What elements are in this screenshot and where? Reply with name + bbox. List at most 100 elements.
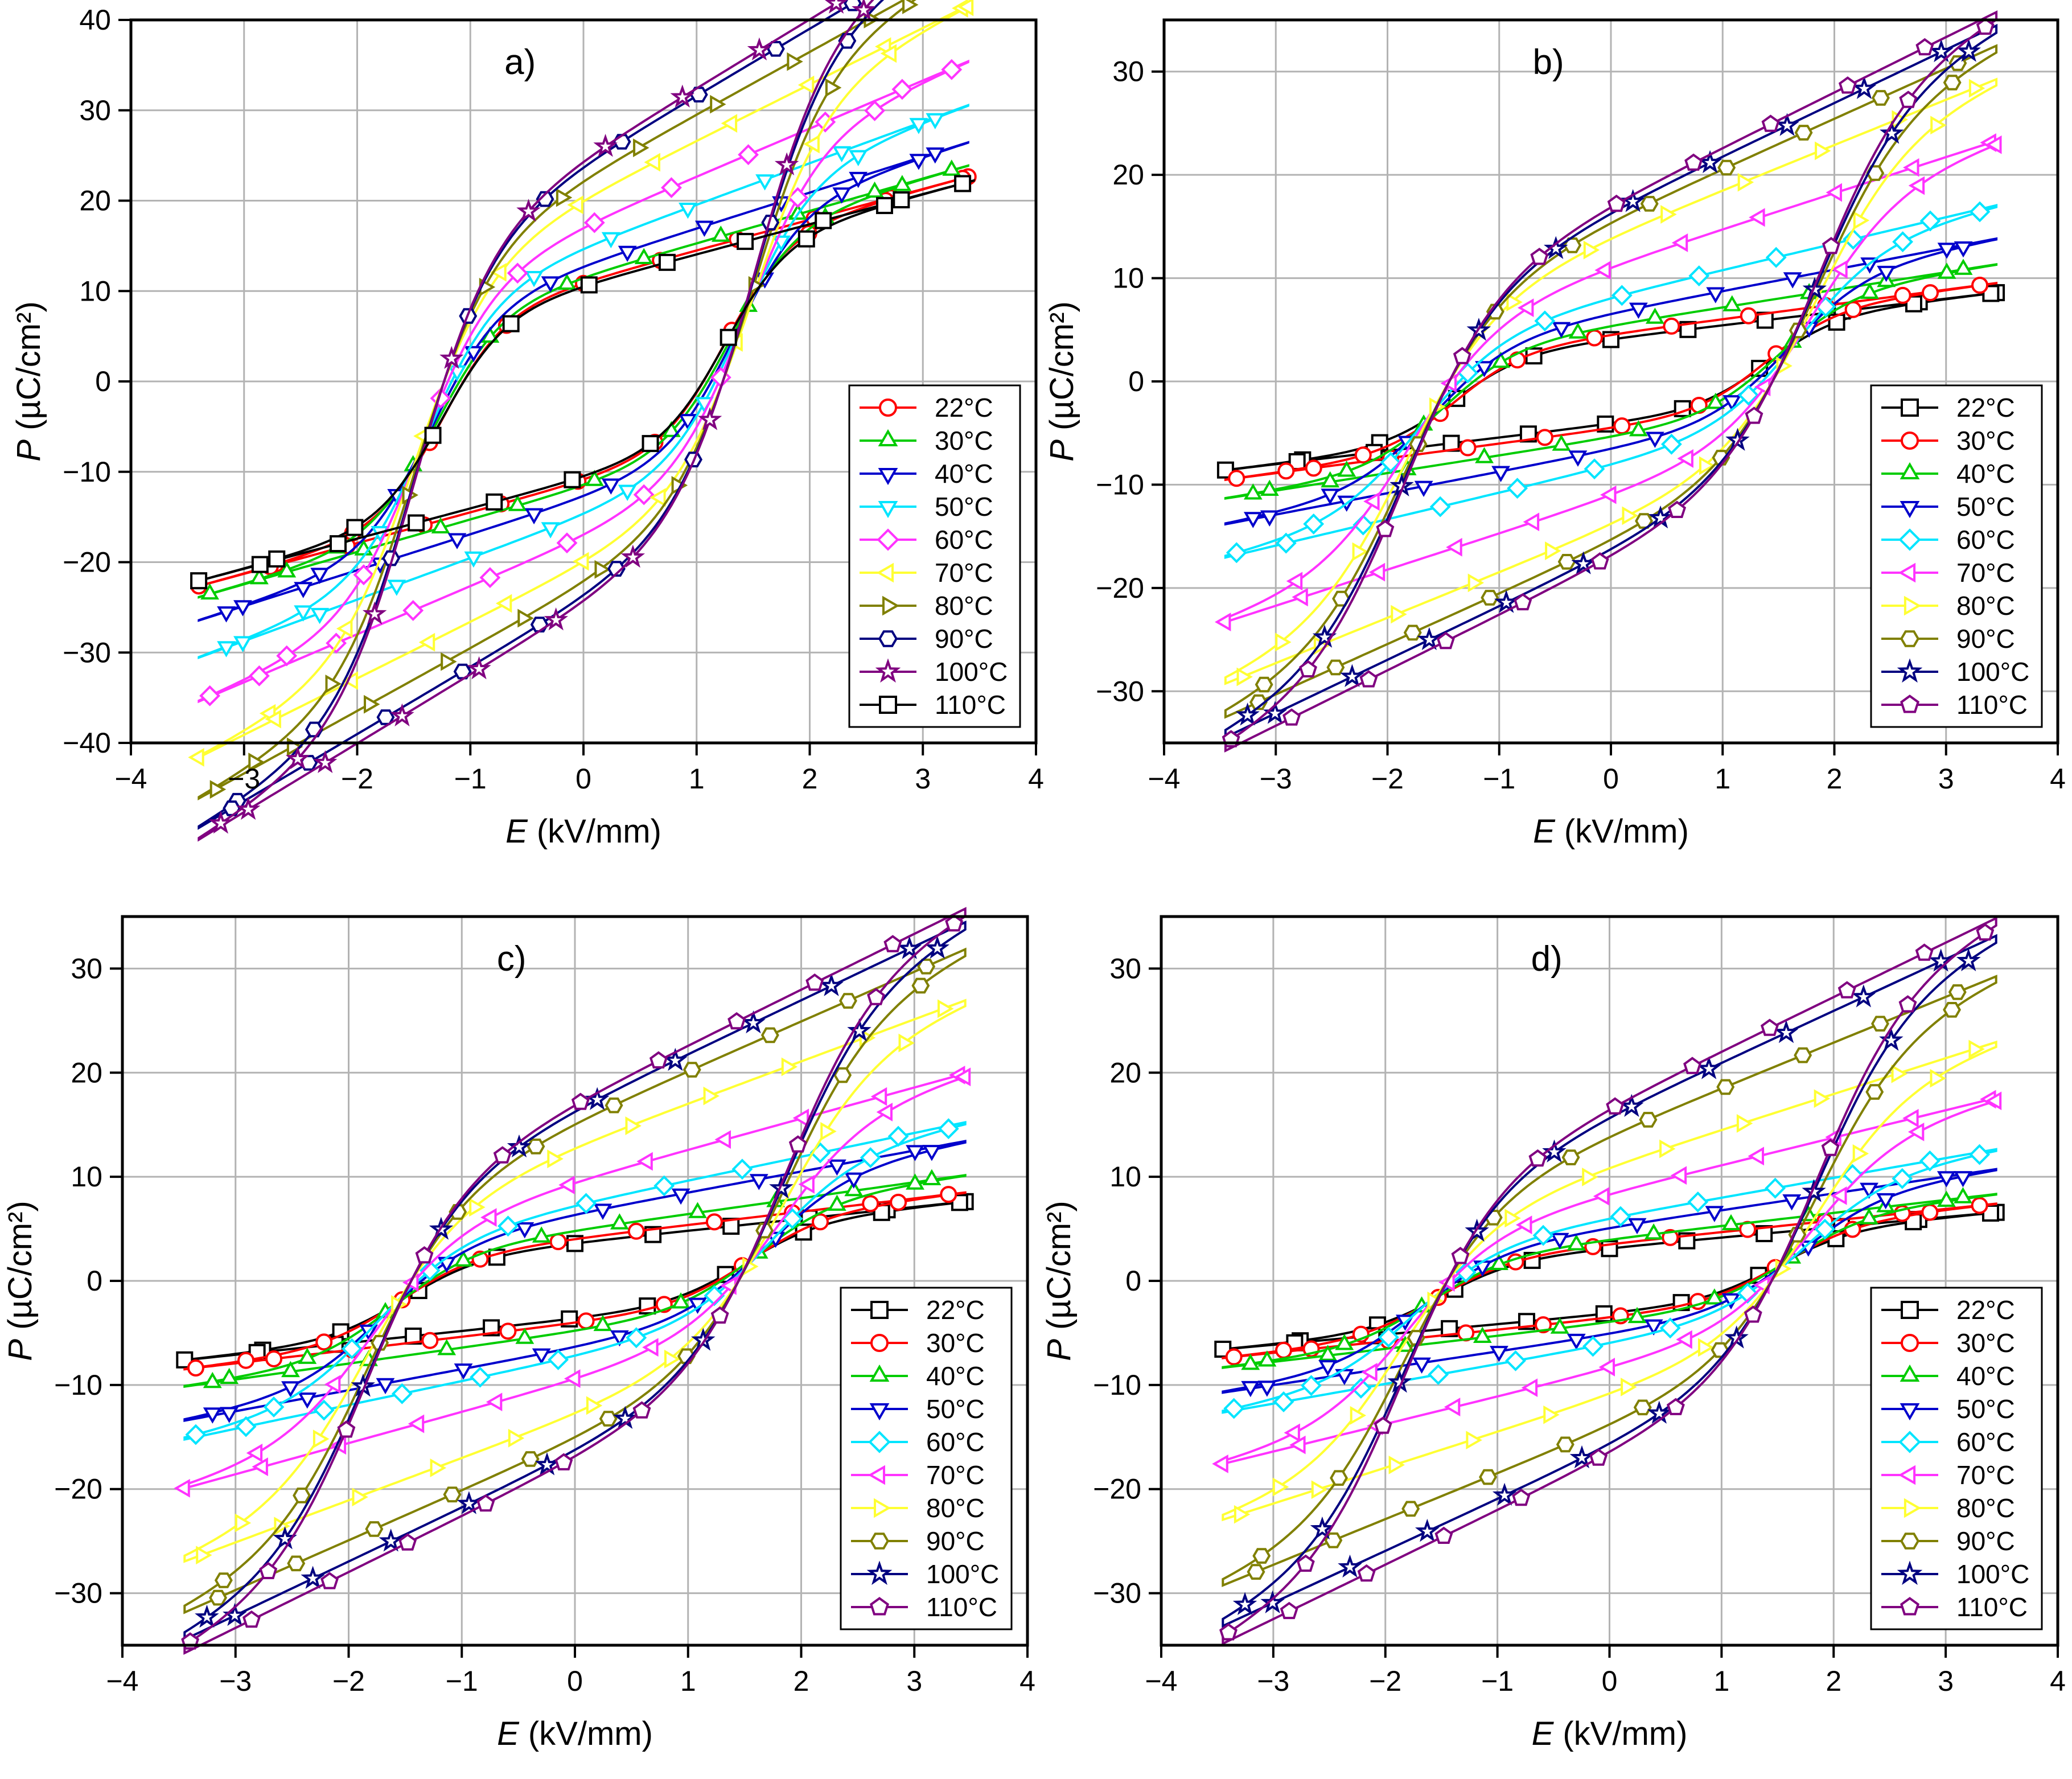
legend-label: 50°C	[1956, 1394, 2015, 1424]
legend-item: 60°C	[860, 525, 993, 554]
x-tick-label: 2	[1827, 763, 1843, 795]
loop-marker	[1815, 141, 1831, 161]
loop-marker	[1717, 159, 1736, 176]
legend-label: 22°C	[926, 1295, 985, 1325]
loop-marker	[499, 1322, 517, 1340]
loop-marker	[1716, 1079, 1735, 1095]
loop-marker	[787, 187, 808, 208]
x-tick-label: 2	[794, 1665, 809, 1697]
legend-label: 70°C	[1956, 1460, 2015, 1490]
x-tick-label: −3	[228, 763, 260, 795]
loop-marker	[1494, 590, 1519, 613]
loop-marker	[517, 609, 534, 628]
loop-marker	[941, 59, 963, 80]
loop-marker	[1521, 1378, 1538, 1398]
y-tick-label: −20	[54, 1473, 102, 1505]
loop-marker	[1321, 471, 1340, 488]
loop-marker	[1891, 1064, 1907, 1083]
loop-marker	[1584, 458, 1605, 480]
loop-marker	[250, 568, 269, 585]
loop-marker	[1567, 1234, 1586, 1251]
loop-marker	[876, 1103, 893, 1121]
legend-item: 60°C	[1881, 525, 2015, 554]
loop-marker	[1976, 17, 1995, 35]
legend-marker	[879, 696, 897, 714]
loop-marker	[788, 203, 807, 220]
loop-marker	[1622, 506, 1639, 525]
loop-marker	[1550, 1232, 1569, 1250]
x-tick-label: −2	[1371, 763, 1404, 795]
loop-marker	[1629, 420, 1648, 437]
loop-marker	[1550, 1317, 1569, 1334]
loop-marker	[235, 1416, 257, 1437]
loop-marker	[1330, 1470, 1349, 1486]
loop-marker	[1907, 1122, 1925, 1141]
loop-marker	[408, 1414, 425, 1433]
loop-marker	[1467, 573, 1485, 593]
legend-marker	[1897, 658, 1923, 683]
loop-marker	[805, 973, 824, 991]
legend-item: 70°C	[851, 1460, 985, 1490]
loop-marker	[688, 1202, 707, 1218]
loop-marker	[1289, 1435, 1306, 1455]
legend: 22°C 30°C 40°C 50°C 60°C 70°C 80°C90°C100°C110…	[848, 384, 1021, 728]
loop-marker	[738, 144, 759, 166]
loop-marker	[217, 606, 236, 623]
loop-marker	[1826, 183, 1842, 202]
y-axis-title: P (µC/cm²)	[1043, 301, 1080, 461]
legend-marker	[870, 1301, 889, 1319]
loop-marker	[825, 0, 848, 14]
y-tick-label: 40	[79, 4, 111, 36]
loop-marker	[1225, 1348, 1243, 1366]
loop-marker	[1335, 1334, 1354, 1350]
loop-marker	[1241, 1381, 1260, 1398]
loop-marker	[251, 556, 269, 573]
loop-marker	[626, 1327, 647, 1349]
loop-marker	[398, 1533, 417, 1551]
legend-label: 90°C	[926, 1526, 985, 1556]
x-tick-label: −4	[1145, 1665, 1177, 1697]
loop-marker	[453, 663, 472, 680]
y-tick-label: 10	[79, 275, 111, 307]
loop-marker	[516, 199, 541, 222]
loop-marker	[209, 780, 227, 799]
loop-marker	[1337, 461, 1356, 477]
loop-marker	[1228, 470, 1245, 487]
loop-marker	[1600, 485, 1617, 504]
loop-marker	[585, 470, 604, 486]
loop-marker	[480, 1208, 497, 1227]
legend-item: 90°C	[1881, 624, 2015, 654]
legend-item: 22°C	[1881, 393, 2015, 422]
loop-marker	[922, 1145, 942, 1161]
loop-marker	[1257, 1350, 1277, 1367]
loop-marker	[1530, 248, 1549, 265]
legend-marker	[878, 630, 898, 647]
loop-marker	[502, 315, 520, 332]
legend-label: 110°C	[935, 690, 1006, 720]
loop-marker	[1919, 1150, 1941, 1172]
legend-marker	[1897, 1560, 1923, 1585]
legend-item: 110°C	[1881, 1592, 2028, 1622]
loop-marker	[926, 147, 945, 164]
series-70°C	[174, 1066, 971, 1498]
loop-marker	[1880, 121, 1904, 144]
loop-marker	[1822, 237, 1840, 254]
loop-marker	[1870, 1016, 1889, 1032]
loop-marker	[1324, 1532, 1343, 1548]
loop-marker	[1598, 1358, 1615, 1377]
loop-marker	[1663, 317, 1680, 335]
loop-marker	[620, 544, 646, 568]
loop-marker	[1391, 605, 1407, 624]
loop-marker	[897, 936, 922, 959]
x-tick-label: −1	[1481, 1665, 1514, 1697]
loop-marker	[1844, 301, 1862, 318]
legend-item: 110°C	[851, 1592, 997, 1622]
loop-marker	[1475, 361, 1494, 377]
loop-marker	[313, 1399, 335, 1421]
loop-marker	[353, 564, 375, 586]
loop-marker	[798, 1174, 815, 1194]
loop-marker	[1666, 1398, 1685, 1415]
legend-marker	[869, 1403, 890, 1421]
loop-marker	[1721, 1214, 1741, 1231]
